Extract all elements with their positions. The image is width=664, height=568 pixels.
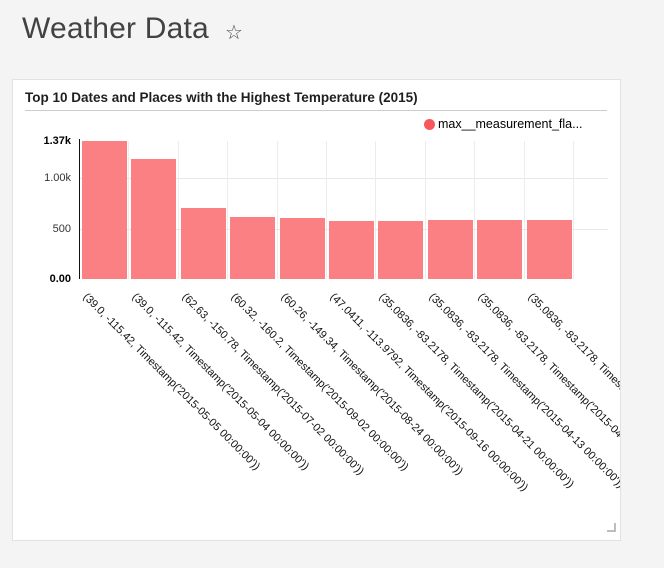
x-axis-label: (39.0, -115.42, Timestamp('2015-05-05 00… bbox=[80, 291, 263, 473]
chart-title: Top 10 Dates and Places with the Highest… bbox=[25, 90, 418, 105]
bar[interactable] bbox=[230, 216, 276, 279]
y-axis-tick: 0.00 bbox=[49, 273, 71, 285]
gridline-v bbox=[573, 141, 574, 279]
y-axis-tick: 1.37k bbox=[43, 135, 71, 147]
gridline-h bbox=[80, 178, 608, 180]
title-divider bbox=[25, 110, 607, 111]
resize-grip-icon[interactable] bbox=[607, 523, 616, 532]
gridline-v bbox=[276, 141, 278, 279]
gridline-v bbox=[177, 141, 179, 279]
bar[interactable] bbox=[279, 217, 325, 279]
page-header: Weather Data ☆ bbox=[22, 12, 243, 46]
bar[interactable] bbox=[329, 220, 374, 279]
gridline-v bbox=[227, 141, 229, 279]
gridline-v bbox=[424, 141, 426, 279]
bar[interactable] bbox=[427, 219, 473, 279]
y-axis-tick: 1.00k bbox=[44, 172, 71, 185]
legend-item[interactable]: max__measurement_fla... bbox=[424, 117, 583, 131]
bar[interactable] bbox=[477, 219, 523, 279]
bar[interactable] bbox=[180, 207, 226, 279]
bar[interactable] bbox=[82, 141, 127, 279]
gridline-v bbox=[375, 141, 377, 279]
y-axis-line bbox=[79, 139, 80, 279]
legend-label: max__measurement_fla... bbox=[438, 117, 583, 131]
favorite-star-icon[interactable]: ☆ bbox=[224, 21, 243, 44]
gridline-v bbox=[523, 141, 525, 279]
x-axis-label: (60.32, -160.2, Timestamp('2015-09-02 00… bbox=[228, 291, 411, 474]
x-axis-label: (62.63, -150.78, Timestamp('2015-07-02 0… bbox=[179, 291, 366, 478]
bar[interactable] bbox=[378, 220, 424, 279]
x-axis-label: (39.0, -115.42, Timestamp('2015-05-04 00… bbox=[129, 291, 312, 473]
gridline-v bbox=[128, 141, 130, 279]
bar[interactable] bbox=[131, 159, 177, 279]
gridline-v bbox=[326, 141, 327, 279]
chart-card: Top 10 Dates and Places with the Highest… bbox=[12, 79, 621, 541]
gridline-v bbox=[474, 141, 476, 279]
page-title: Weather Data bbox=[22, 12, 209, 45]
y-axis-tick: 500 bbox=[52, 222, 71, 235]
legend-dot-icon bbox=[424, 118, 435, 130]
x-axis-label: (60.26, -149.34, Timestamp('2015-08-24 0… bbox=[278, 291, 465, 478]
bar[interactable] bbox=[526, 220, 572, 279]
